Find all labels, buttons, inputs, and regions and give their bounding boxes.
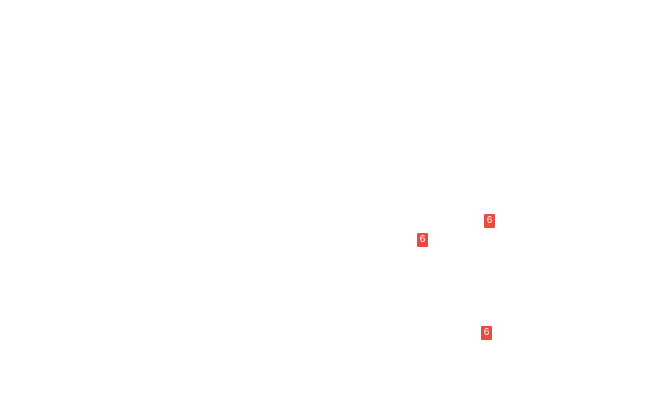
set-of-mark-badge[interactable]: 6 — [417, 233, 428, 247]
set-of-mark-badge[interactable]: 6 — [481, 326, 492, 340]
set-of-mark-badge[interactable]: 6 — [484, 214, 495, 228]
